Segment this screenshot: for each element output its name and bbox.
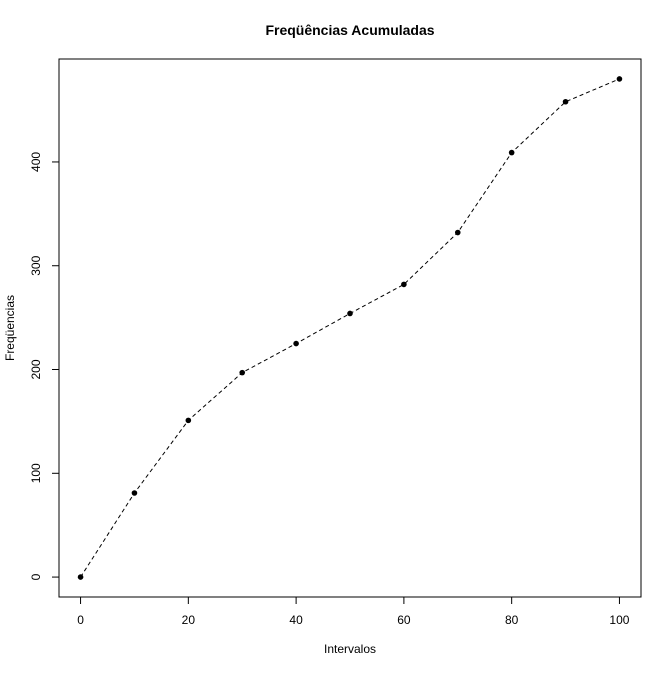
data-point bbox=[185, 417, 192, 424]
data-point bbox=[347, 310, 353, 317]
data-point bbox=[77, 574, 84, 580]
y-axis: 0 100 200 300 400 bbox=[29, 152, 60, 580]
y-tick-label: 200 bbox=[29, 359, 43, 379]
y-axis-label: Freqüencias bbox=[3, 295, 17, 361]
data-point bbox=[401, 281, 407, 288]
data-point bbox=[293, 340, 299, 347]
x-axis-label: Intervalos bbox=[324, 642, 376, 656]
x-tick-label: 20 bbox=[182, 613, 196, 627]
y-tick-label: 400 bbox=[29, 152, 43, 172]
data-point bbox=[562, 98, 569, 105]
y-tick-label: 300 bbox=[29, 255, 43, 275]
y-tick-label: 100 bbox=[29, 463, 43, 483]
data-point bbox=[508, 149, 515, 156]
x-tick-label: 0 bbox=[77, 613, 84, 627]
x-tick-label: 40 bbox=[289, 613, 303, 627]
x-axis: 0 20 40 60 80 100 bbox=[77, 596, 630, 627]
x-tick-label: 100 bbox=[609, 613, 629, 627]
y-tick-label: 0 bbox=[29, 573, 43, 580]
x-tick-label: 80 bbox=[505, 613, 519, 627]
data-point bbox=[616, 76, 623, 82]
x-tick-label: 60 bbox=[397, 613, 411, 627]
data-point bbox=[239, 369, 246, 376]
data-points bbox=[77, 76, 623, 580]
data-point bbox=[131, 490, 138, 496]
chart-title: Freqüências Acumuladas bbox=[265, 22, 434, 38]
data-point bbox=[454, 229, 461, 236]
